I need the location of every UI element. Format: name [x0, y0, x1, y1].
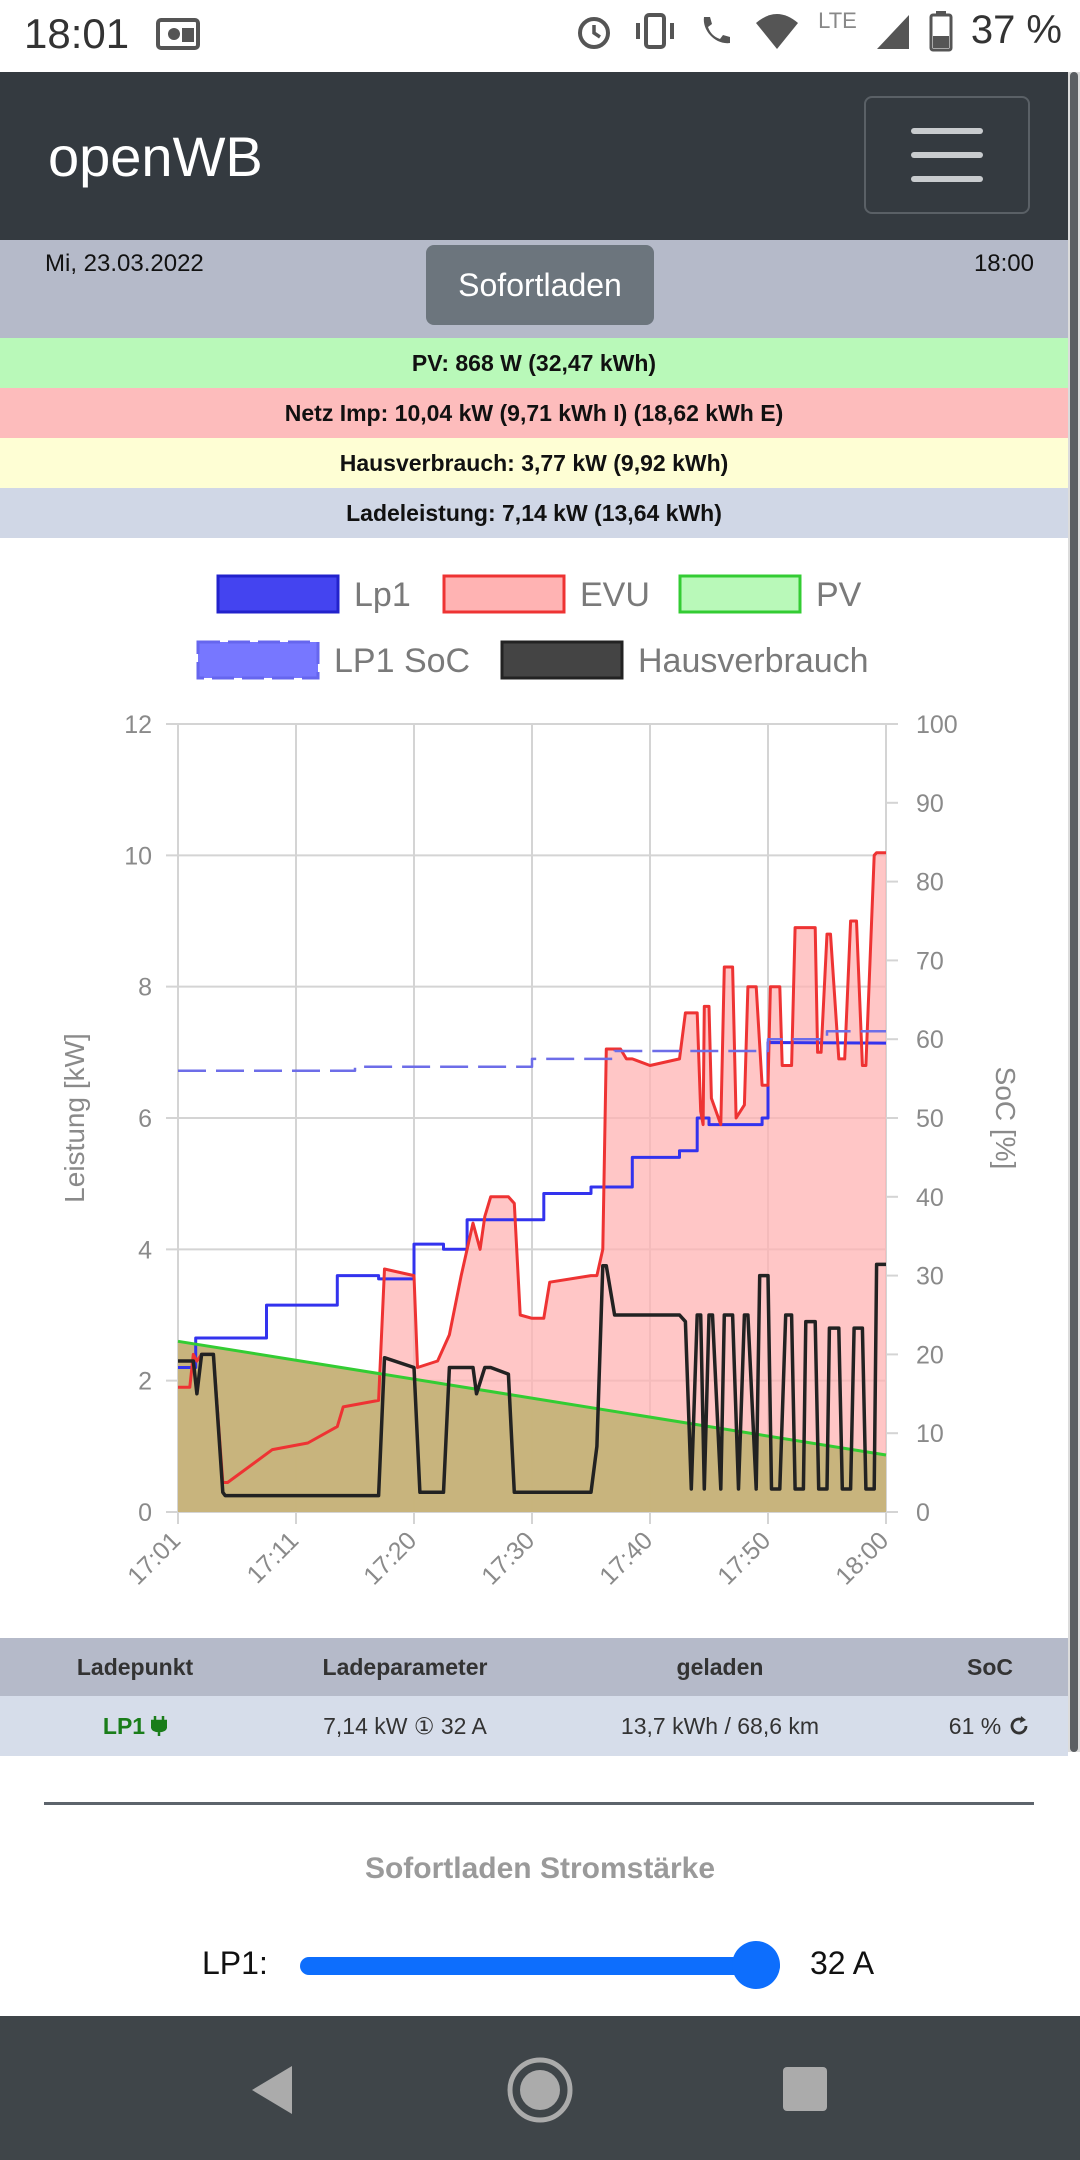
y2-tick-label: 0 — [916, 1499, 930, 1527]
wifi-call-icon — [703, 16, 731, 43]
current-section-title: Sofortladen Stromstärke — [364, 1852, 716, 1885]
y-tick-label: 6 — [138, 1105, 152, 1133]
scrollbar[interactable] — [1068, 72, 1080, 1752]
network-type: LTE — [818, 7, 857, 33]
signal-icon — [876, 14, 909, 49]
soc-value: 61 % — [948, 1712, 1002, 1739]
table-row[interactable]: LP1 7,14 kW ① 32 A 13,7 kWh / 68,6 km 61… — [0, 1696, 1068, 1756]
legend-swatch-hausverbrauch[interactable] — [500, 640, 624, 680]
y2-tick-label: 50 — [916, 1105, 944, 1133]
chart-lines — [177, 851, 887, 1498]
legend-label-lp1[interactable]: Lp1 — [354, 576, 411, 614]
menu-toggle-button[interactable] — [864, 96, 1030, 214]
y-tick-label: 0 — [138, 1499, 152, 1527]
y2-tick-label: 20 — [916, 1341, 944, 1369]
x-tick-label: 17:11 — [242, 1526, 305, 1589]
plug-icon — [151, 1716, 168, 1736]
y2-tick-label: 90 — [916, 790, 944, 818]
x-tick-label: 17:30 — [476, 1526, 540, 1590]
y-tick-label: 10 — [124, 842, 152, 870]
y2-tick-label: 70 — [916, 947, 944, 975]
current-value: 32 A — [810, 1945, 875, 1981]
overlap-area — [178, 1341, 886, 1512]
legend-swatch-pv[interactable] — [678, 574, 802, 614]
chargepoint-table-header: Ladepunkt Ladeparameter geladen SoC — [0, 1638, 1068, 1696]
col-header-parameters: Ladeparameter — [322, 1653, 488, 1680]
hamburger-icon-bar — [911, 152, 983, 158]
y2-tick-label: 80 — [916, 869, 944, 897]
y-tick-label: 4 — [138, 1236, 152, 1264]
pv-info: PV: 868 W (32,47 kWh) — [0, 338, 1068, 388]
legend-label-evu[interactable]: EVU — [580, 576, 650, 614]
x-tick-label: 17:01 — [122, 1526, 186, 1590]
charge-parameters: 7,14 kW ① 32 A — [323, 1712, 487, 1739]
legend-swatch-lp1[interactable] — [216, 574, 340, 614]
charge-mode-button[interactable]: Sofortladen — [426, 245, 654, 325]
battery-icon — [929, 10, 953, 51]
charged-energy: 13,7 kWh / 68,6 km — [620, 1712, 820, 1739]
soc-cell: 61 % — [900, 1696, 1080, 1756]
y2-tick-label: 30 — [916, 1263, 944, 1291]
current-slider-handle[interactable] — [732, 1941, 780, 1989]
legend-swatch-evu[interactable] — [442, 574, 566, 614]
status-bar: 18:01 LTE 37 % — [0, 0, 1080, 72]
cast-icon — [156, 18, 200, 50]
y2-axis-label: SoC [%] — [990, 1067, 1021, 1170]
chart-legend[interactable]: Lp1 EVU PV LP1 SoC Hausverbrauch — [196, 574, 869, 680]
header-row: Mi, 23.03.2022 Sofortladen 18:00 — [0, 240, 1068, 338]
section-divider — [44, 1802, 1034, 1805]
alarm-icon — [578, 16, 611, 49]
col-header-chargepoint: Ladepunkt — [76, 1653, 194, 1680]
refresh-icon[interactable] — [1007, 1714, 1031, 1738]
legend-label-hausverbrauch[interactable]: Hausverbrauch — [638, 642, 869, 680]
wifi-icon — [756, 13, 799, 49]
col-header-soc: SoC — [967, 1653, 1013, 1680]
back-icon[interactable] — [248, 2062, 296, 2118]
home-icon[interactable] — [506, 2056, 574, 2124]
series-line-hausverbrauch — [178, 1262, 886, 1498]
current-slider-track[interactable] — [300, 1957, 780, 1975]
y2-tick-label: 100 — [916, 711, 958, 739]
navbar: openWB — [0, 72, 1068, 240]
legend-swatch-lp1-soc[interactable] — [196, 640, 320, 680]
y2-tick-label: 40 — [916, 1184, 944, 1212]
series-line-evu — [178, 851, 886, 1484]
y-tick-label: 2 — [138, 1368, 152, 1396]
y2-tick-label: 60 — [916, 1026, 944, 1054]
status-icons: LTE 37 % — [574, 8, 1062, 53]
chargepoint-name[interactable]: LP1 — [102, 1712, 146, 1739]
charging-power-info: Ladeleistung: 7,14 kW (13,64 kWh) — [0, 488, 1068, 538]
x-tick-label: 17:40 — [594, 1526, 658, 1590]
series-line-pv — [177, 1339, 887, 1457]
hamburger-icon — [911, 128, 983, 134]
col-header-charged: geladen — [676, 1653, 764, 1680]
slider-lp-label: LP1: — [202, 1945, 268, 1981]
house-consumption-info: Hausverbrauch: 3,77 kW (9,92 kWh) — [0, 438, 1068, 488]
legend-label-lp1-soc[interactable]: LP1 SoC — [334, 642, 470, 680]
system-nav-bar — [0, 2016, 1080, 2160]
vibrate-icon — [636, 12, 675, 49]
scrollbar-thumb[interactable] — [1070, 72, 1078, 1752]
y2-tick-label: 10 — [916, 1420, 944, 1448]
x-tick-label: 17:50 — [712, 1526, 776, 1590]
current-time: 18:00 — [973, 250, 1034, 277]
y-tick-label: 12 — [124, 711, 152, 739]
brand-title[interactable]: openWB — [48, 125, 263, 188]
status-time: 18:01 — [24, 10, 130, 57]
y-axis-label: Leistung [kW] — [59, 1033, 90, 1203]
current-date: Mi, 23.03.2022 — [45, 250, 204, 277]
grid-import-info: Netz Imp: 10,04 kW (9,71 kWh I) (18,62 k… — [0, 388, 1068, 438]
x-tick-label: 17:20 — [358, 1526, 422, 1590]
battery-percent: 37 % — [970, 8, 1062, 52]
current-slider-row: LP1: 32 A — [0, 1935, 1080, 1995]
x-tick-label: 18:00 — [830, 1526, 894, 1590]
hamburger-icon-bar — [911, 176, 983, 182]
series-line-lp1 — [178, 1041, 887, 1369]
legend-label-pv[interactable]: PV — [816, 576, 862, 614]
recent-apps-icon[interactable] — [782, 2066, 828, 2112]
chargepoint-name-cell[interactable]: LP1 — [0, 1696, 270, 1756]
y-tick-label: 8 — [138, 974, 152, 1002]
